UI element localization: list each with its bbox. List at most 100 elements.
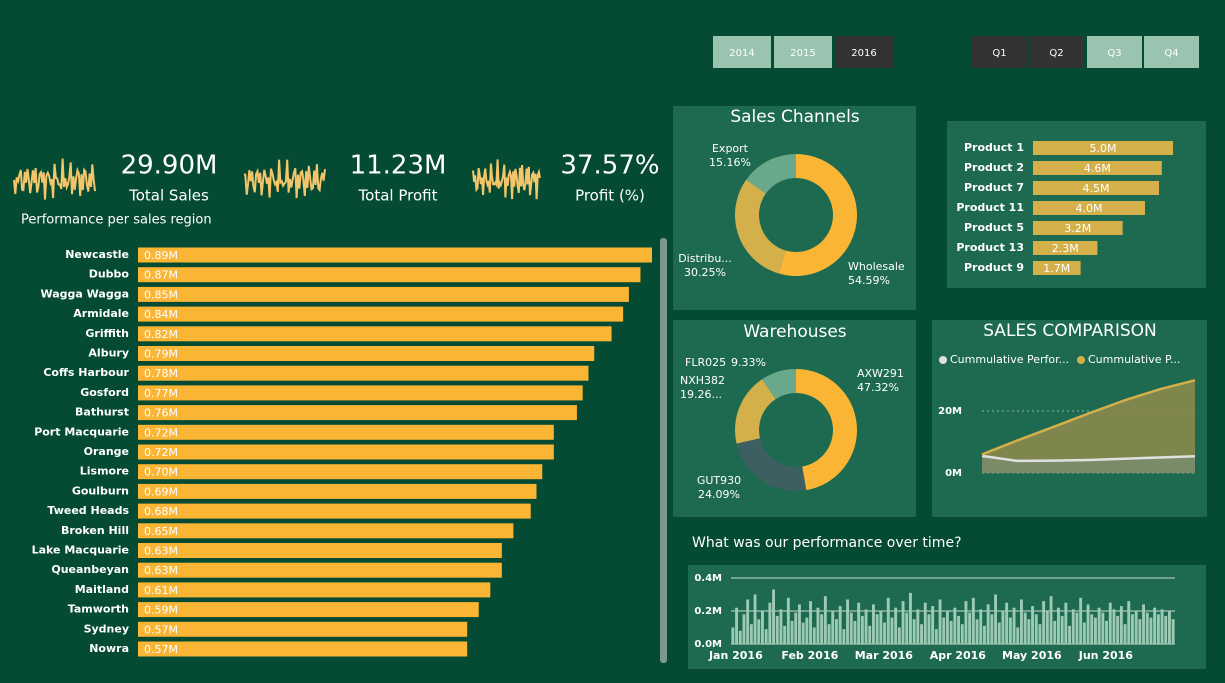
bar [1090, 614, 1094, 644]
bar [831, 611, 835, 644]
bar [138, 483, 537, 499]
sparkline [243, 159, 326, 199]
data-label: 4.5M [1083, 182, 1110, 195]
y-tick-label: Orange [84, 445, 129, 458]
bar [1031, 606, 1034, 644]
data-label: 0.63M [144, 564, 178, 577]
bar [138, 326, 612, 342]
panel [673, 106, 916, 310]
chart-title: Performance per sales region [21, 213, 212, 228]
bar [879, 611, 883, 644]
data-label: 0.72M [144, 446, 178, 459]
slice-value: 54.59% [848, 274, 890, 287]
bar [949, 620, 953, 644]
bar [1033, 221, 1123, 235]
slice-value: 24.09% [698, 488, 740, 501]
bar [783, 625, 787, 644]
bar [1112, 609, 1116, 644]
bar [138, 306, 624, 322]
bar [1094, 617, 1097, 644]
data-label: 4.0M [1076, 202, 1103, 215]
y-tick-label: Wagga Wagga [41, 287, 130, 300]
bar [138, 641, 468, 657]
bar [827, 624, 831, 644]
bar [1168, 611, 1171, 644]
donut-slice [736, 438, 807, 491]
slicer-button[interactable] [972, 36, 1027, 68]
bar [1064, 602, 1068, 644]
slicer-button[interactable] [713, 36, 771, 68]
y-tick-label: 0.2M [694, 606, 722, 617]
line [981, 379, 1196, 456]
bar [1049, 596, 1053, 644]
scrollbar[interactable] [660, 238, 667, 663]
y-tick-label: Goulburn [72, 484, 129, 497]
y-tick-label: Tamworth [68, 603, 129, 616]
data-label: 5.0M [1090, 142, 1117, 155]
data-label: 0.68M [144, 505, 178, 518]
y-tick-label: Albury [88, 347, 129, 360]
bar [1045, 611, 1049, 644]
bar [1156, 614, 1160, 644]
bar [1134, 611, 1138, 644]
bar [905, 612, 909, 644]
bar [772, 589, 775, 644]
slicer-button[interactable] [835, 36, 893, 68]
bar [138, 286, 629, 302]
x-tick-label: Jun 2016 [1078, 649, 1134, 662]
bar [890, 617, 894, 644]
slicer-button[interactable] [1029, 36, 1084, 68]
slicer-button[interactable] [774, 36, 832, 68]
bar [997, 622, 1001, 644]
bar [960, 624, 964, 644]
bar [1127, 601, 1131, 644]
bar [138, 543, 502, 558]
kpi-label: Profit (%) [575, 187, 645, 205]
bar [138, 562, 502, 578]
bar [1033, 181, 1159, 195]
bar [1033, 161, 1162, 175]
data-label: 0.63M [144, 545, 178, 558]
bar [1001, 611, 1005, 644]
bar [901, 601, 905, 644]
area [982, 380, 1195, 473]
data-label: 0.76M [144, 407, 178, 420]
bar [816, 607, 820, 644]
bar [749, 624, 753, 644]
slice-value: 15.16% [709, 156, 751, 169]
y-tick-label: Maitland [75, 583, 129, 596]
data-label: 0.79M [144, 348, 178, 361]
bar [923, 602, 927, 644]
bar [138, 582, 491, 598]
data-label: 0.77M [144, 387, 178, 400]
y-tick-label: Bathurst [75, 406, 129, 419]
bar [764, 629, 768, 644]
kpi-label: Total Profit [358, 187, 438, 205]
data-label: 4.6M [1084, 162, 1111, 175]
bar [894, 607, 898, 644]
bar [938, 599, 942, 644]
bar [1053, 620, 1057, 644]
slicer-button[interactable] [1087, 36, 1142, 68]
bar [909, 592, 912, 644]
bar [864, 609, 868, 644]
x-tick-label: Apr 2016 [930, 649, 987, 662]
bar [1071, 609, 1075, 644]
bar [1149, 617, 1153, 644]
bar [1082, 622, 1086, 644]
bar [1033, 241, 1098, 255]
bar [768, 602, 772, 644]
bar [1012, 607, 1016, 644]
bar [883, 622, 886, 644]
y-tick-label: Port Macquarie [34, 425, 129, 438]
data-label: 0.70M [144, 466, 178, 479]
y-tick-label: Broken Hill [61, 524, 129, 537]
slice-label: Wholesale [848, 260, 905, 273]
bar [1016, 627, 1020, 644]
bar [138, 523, 514, 539]
slicer-button[interactable] [1144, 36, 1199, 68]
legend-label: Cummulative P... [1088, 353, 1180, 366]
bar [875, 614, 879, 644]
y-tick-label: Armidale [73, 307, 129, 320]
y-tick-label: Tweed Heads [47, 504, 129, 517]
